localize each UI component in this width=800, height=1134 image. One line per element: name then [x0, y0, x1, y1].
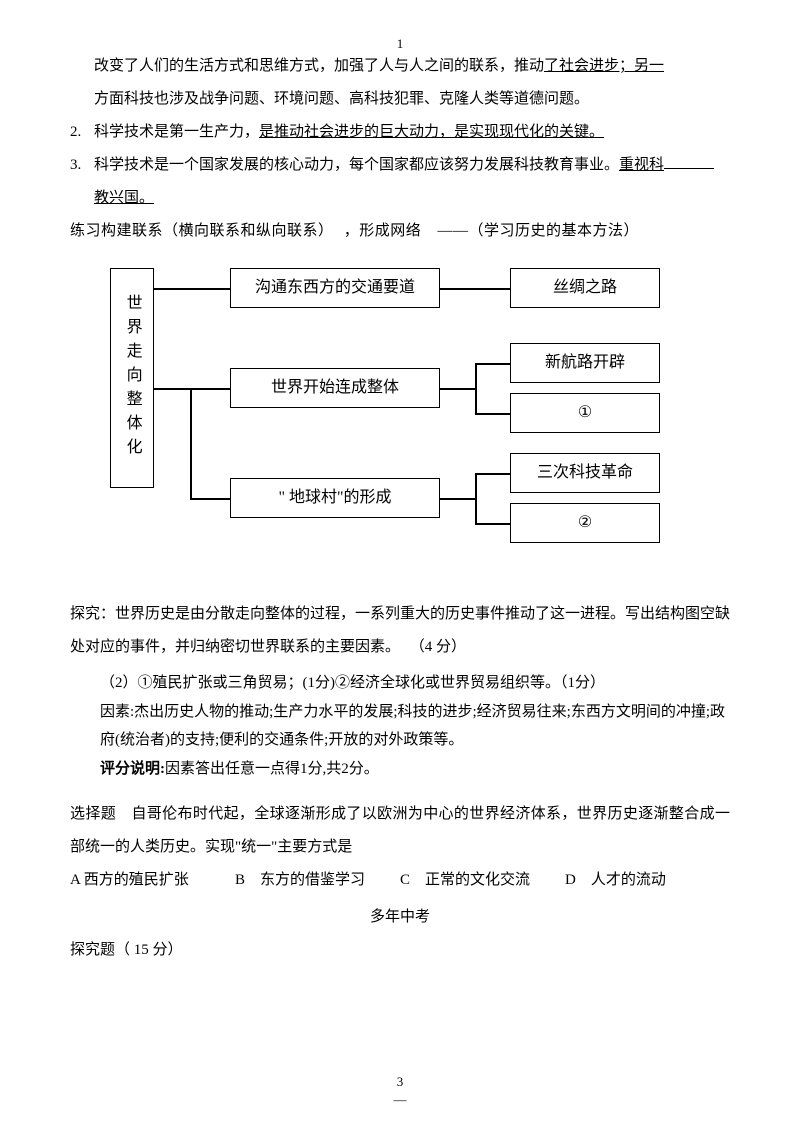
line-l2 [154, 388, 230, 390]
practice-c: ——（学习历史的基本方法） [438, 215, 640, 248]
choice-q-label: 选择题 [70, 806, 116, 822]
item-3: 3. 科学技术是一个国家发展的核心动力，每个国家都应该努力发展科技教育事业。重视… [70, 149, 730, 215]
box-mid-2: 世界开始连成整体 [230, 368, 440, 408]
tanjiu-question: 探究：世界历史是由分散走向整体的过程，一系列重大的历史事件推动了这一进程。写出结… [70, 598, 730, 664]
blank-line [664, 168, 714, 169]
line-r2v [475, 363, 477, 413]
page-number-top: 1 [397, 30, 404, 59]
choice-b-text: 东方的借鉴学习 [260, 872, 365, 888]
line-r3b [475, 473, 510, 475]
box-right-5: ② [510, 503, 660, 543]
choice-c-label: C [400, 872, 410, 888]
choice-a-label: A [70, 872, 80, 888]
item-3-body: 科学技术是一个国家发展的核心动力，每个国家都应该努力发展科技教育事业。重视科教兴… [94, 149, 730, 215]
item-2-body: 科学技术是第一生产力，是推动社会进步的巨大动力，是实现现代化的关键。 [94, 116, 730, 149]
line-l1 [154, 288, 230, 290]
item-2-u: 是推动社会进步的巨大动力，是实现现代化的关键。 [259, 124, 604, 140]
answer-line3-t: 因素答出任意一点得1分,共2分。 [165, 761, 379, 777]
intro-text-pre: 改变了人们的生活方式和思维方式，加强了人与人之间的联系，推动 [94, 58, 544, 74]
line-r2b [475, 363, 510, 365]
line-r3v [475, 473, 477, 523]
answer-line3: 评分说明:因素答出任意一点得1分,共2分。 [100, 755, 730, 784]
choice-a-text: 西方的殖民扩张 [84, 872, 189, 888]
page-number-bottom: 3 — [394, 1073, 407, 1109]
item-2-pre: 科学技术是第一生产力， [94, 124, 259, 140]
choice-c: C 正常的文化交流 [400, 864, 565, 897]
practice-a: 练习构建联系（横向联系和纵向联系） [70, 223, 334, 239]
line-r2a [440, 388, 475, 390]
item-3-u1: 重视科 [619, 157, 664, 173]
line-l3 [190, 498, 230, 500]
item-3-u2: 教兴国。 [94, 190, 154, 206]
choice-q-text: 自哥伦布时代起，全球逐渐形成了以欧洲为中心的世界经济体系，世界历史逐渐整合成一部… [70, 806, 730, 855]
line-r3c [475, 523, 510, 525]
choice-c-text: 正常的文化交流 [425, 872, 530, 888]
item-2: 2. 科学技术是第一生产力，是推动社会进步的巨大动力，是实现现代化的关键。 [70, 116, 730, 149]
intro-line2: 方面科技也涉及战争问题、环境问题、高科技犯罪、克隆人类等道德问题。 [70, 83, 730, 116]
box-left: 世界走向整体化 [110, 268, 154, 488]
box-right-4: 三次科技革命 [510, 453, 660, 493]
item-3-pre: 科学技术是一个国家发展的核心动力，每个国家都应该努力发展科技教育事业。 [94, 157, 619, 173]
choice-d-text: 人才的流动 [591, 872, 666, 888]
concept-diagram: 世界走向整体化 沟通东西方的交通要道 世界开始连成整体 " 地球村"的形成 丝绸… [110, 258, 670, 548]
answer-line1: （2）①殖民扩张或三角贸易；(1分)②经济全球化或世界贸易组织等。（1分） [100, 669, 730, 698]
box-right-1: 丝绸之路 [510, 268, 660, 308]
line-r1 [440, 288, 510, 290]
choice-question: 选择题 自哥伦布时代起，全球逐渐形成了以欧洲为中心的世界经济体系，世界历史逐渐整… [70, 798, 730, 864]
intro-text-u: 了社会进步；另一 [544, 58, 664, 74]
page-num-bottom-dash: — [394, 1091, 407, 1109]
answer-block: （2）①殖民扩张或三角贸易；(1分)②经济全球化或世界贸易组织等。（1分） 因素… [100, 669, 730, 783]
box-right-3: ① [510, 393, 660, 433]
tanjiu-score: （4 分） [410, 631, 466, 664]
line-r2c [475, 413, 510, 415]
tanjiu-2: 探究题（ 15 分） [70, 934, 730, 967]
item-2-num: 2. [70, 116, 94, 149]
choice-b: B 东方的借鉴学习 [235, 864, 400, 897]
tanjiu-pre: 探究：世界历史是由分散走向整体的过程，一系列重大的历史事件推动了这一进程。写出结… [70, 606, 730, 655]
practice-b: ，形成网络 [344, 215, 422, 248]
center-title: 多年中考 [70, 901, 730, 934]
choice-a: A 西方的殖民扩张 [70, 864, 235, 897]
choice-options: A 西方的殖民扩张 B 东方的借鉴学习 C 正常的文化交流 D 人才的流动 [70, 864, 730, 897]
answer-line3-b: 评分说明: [100, 761, 165, 777]
box-mid-3: " 地球村"的形成 [230, 478, 440, 518]
practice-line: 练习构建联系（横向联系和纵向联系） ，形成网络 ——（学习历史的基本方法） [70, 215, 730, 248]
choice-d-label: D [565, 872, 576, 888]
line-r3a [440, 498, 475, 500]
choice-b-label: B [235, 872, 245, 888]
choice-d: D 人才的流动 [565, 864, 730, 897]
item-3-num: 3. [70, 149, 94, 215]
box-right-2: 新航路开辟 [510, 343, 660, 383]
page-num-bottom-num: 3 [394, 1073, 407, 1091]
answer-line2: 因素:杰出历史人物的推动;生产力水平的发展;科技的进步;经济贸易往来;东西方文明… [100, 698, 730, 755]
line-lv [190, 388, 192, 498]
box-mid-1: 沟通东西方的交通要道 [230, 268, 440, 308]
